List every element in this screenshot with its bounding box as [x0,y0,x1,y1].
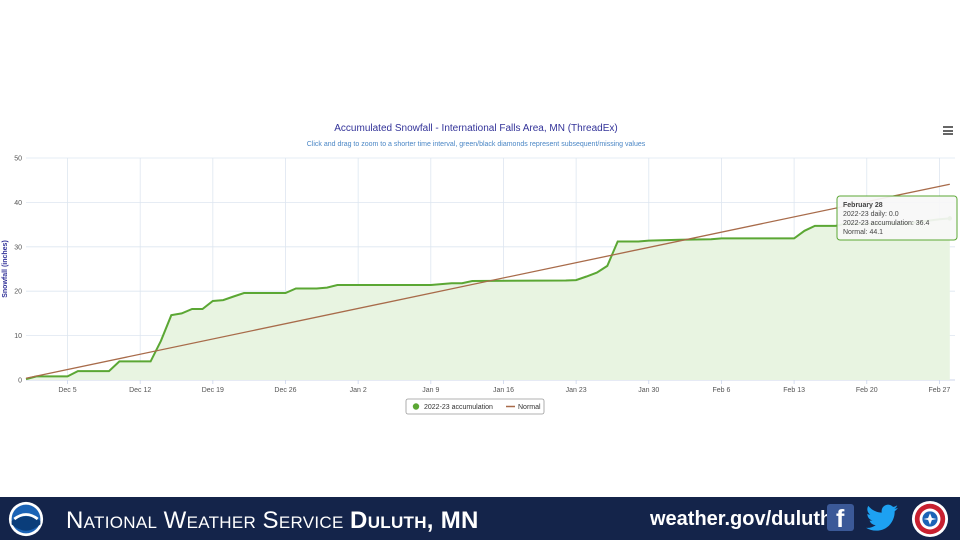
footer-title-part: ULUTH [367,513,427,532]
footer-title-part: ERVICE [278,513,344,532]
tooltip: February 28 2022-23 daily: 0.0 2022-23 a… [836,195,958,241]
menu-bar [943,126,953,128]
chart-container: Accumulated Snowfall - International Fal… [0,110,960,420]
chart-subtitle: Click and drag to zoom to a shorter time… [307,141,646,148]
y-axis-label: Snowfall (inches) [2,240,9,298]
x-tick-label: Feb 27 [929,387,951,394]
accumulation-area [26,218,950,380]
tooltip-normal: Normal: 44.1 [843,229,883,236]
tooltip-box [836,195,958,241]
noaa-logo-icon [8,501,44,537]
axis-ticks: 0 10 20 30 40 50 Dec 5 Dec 12 Dec 19 Dec 26 Jan 2 J… [14,156,950,395]
normal-line [25,183,950,379]
chart-menu-icon[interactable] [943,126,953,135]
website-link[interactable]: weather.gov/duluth [650,508,833,530]
x-tick-label: Jan 9 [422,387,439,394]
y-tick-label: 30 [14,244,22,251]
footer-title: NATIONAL WEATHER SERVICE DULUTH, MN [66,507,479,535]
twitter-icon[interactable] [866,503,898,533]
footer-title-part: EATHER [186,513,257,532]
footer-title-initial: N [66,507,84,534]
x-tick-label: Jan 16 [493,387,514,394]
legend-marker-accumulation[interactable] [412,403,420,410]
footer-title-initial: W [163,507,187,534]
y-tick-label: 0 [18,378,22,385]
x-tick-label: Dec 26 [274,387,296,394]
y-tick-label: 20 [14,289,22,296]
x-tick-label: Dec 19 [202,387,224,394]
x-tick-label: Jan 2 [350,387,367,394]
footer-title-initial: S [262,507,279,534]
x-tick-label: Feb 6 [712,387,730,394]
facebook-glyph: f [836,505,845,533]
plot-area [25,183,953,381]
legend-label-accumulation[interactable]: 2022-23 accumulation [424,404,493,411]
x-tick-label: Dec 12 [129,387,151,394]
x-tick-label: Dec 5 [58,387,76,394]
x-tick-label: Jan 23 [566,387,587,394]
legend[interactable]: 2022-23 accumulation Normal [405,398,545,415]
legend-label-normal[interactable]: Normal [518,404,541,411]
y-tick-label: 10 [14,333,22,340]
menu-bar [943,129,953,132]
chart-title: Accumulated Snowfall - International Fal… [334,123,617,134]
snowfall-chart[interactable]: Accumulated Snowfall - International Fal… [0,110,960,420]
x-tick-label: Feb 13 [783,387,805,394]
accumulation-line [25,217,950,381]
footer-title-part: ATIONAL [83,513,158,532]
y-tick-label: 40 [14,200,22,207]
tooltip-date: February 28 [843,202,883,209]
footer-title-initial: D [350,507,368,534]
tooltip-daily: 2022-23 daily: 0.0 [843,211,899,218]
menu-bar [943,133,953,135]
tooltip-accumulation: 2022-23 accumulation: 36.4 [843,220,929,227]
y-tick-label: 50 [14,156,22,163]
nws-logo-icon [911,500,949,538]
legend-box [405,398,545,415]
facebook-icon[interactable]: f [827,504,854,533]
x-tick-label: Jan 30 [638,387,659,394]
footer-banner: NATIONAL WEATHER SERVICE DULUTH, MN weat… [0,497,960,540]
footer-title-part: , MN [426,507,479,534]
x-tick-label: Feb 20 [856,387,878,394]
